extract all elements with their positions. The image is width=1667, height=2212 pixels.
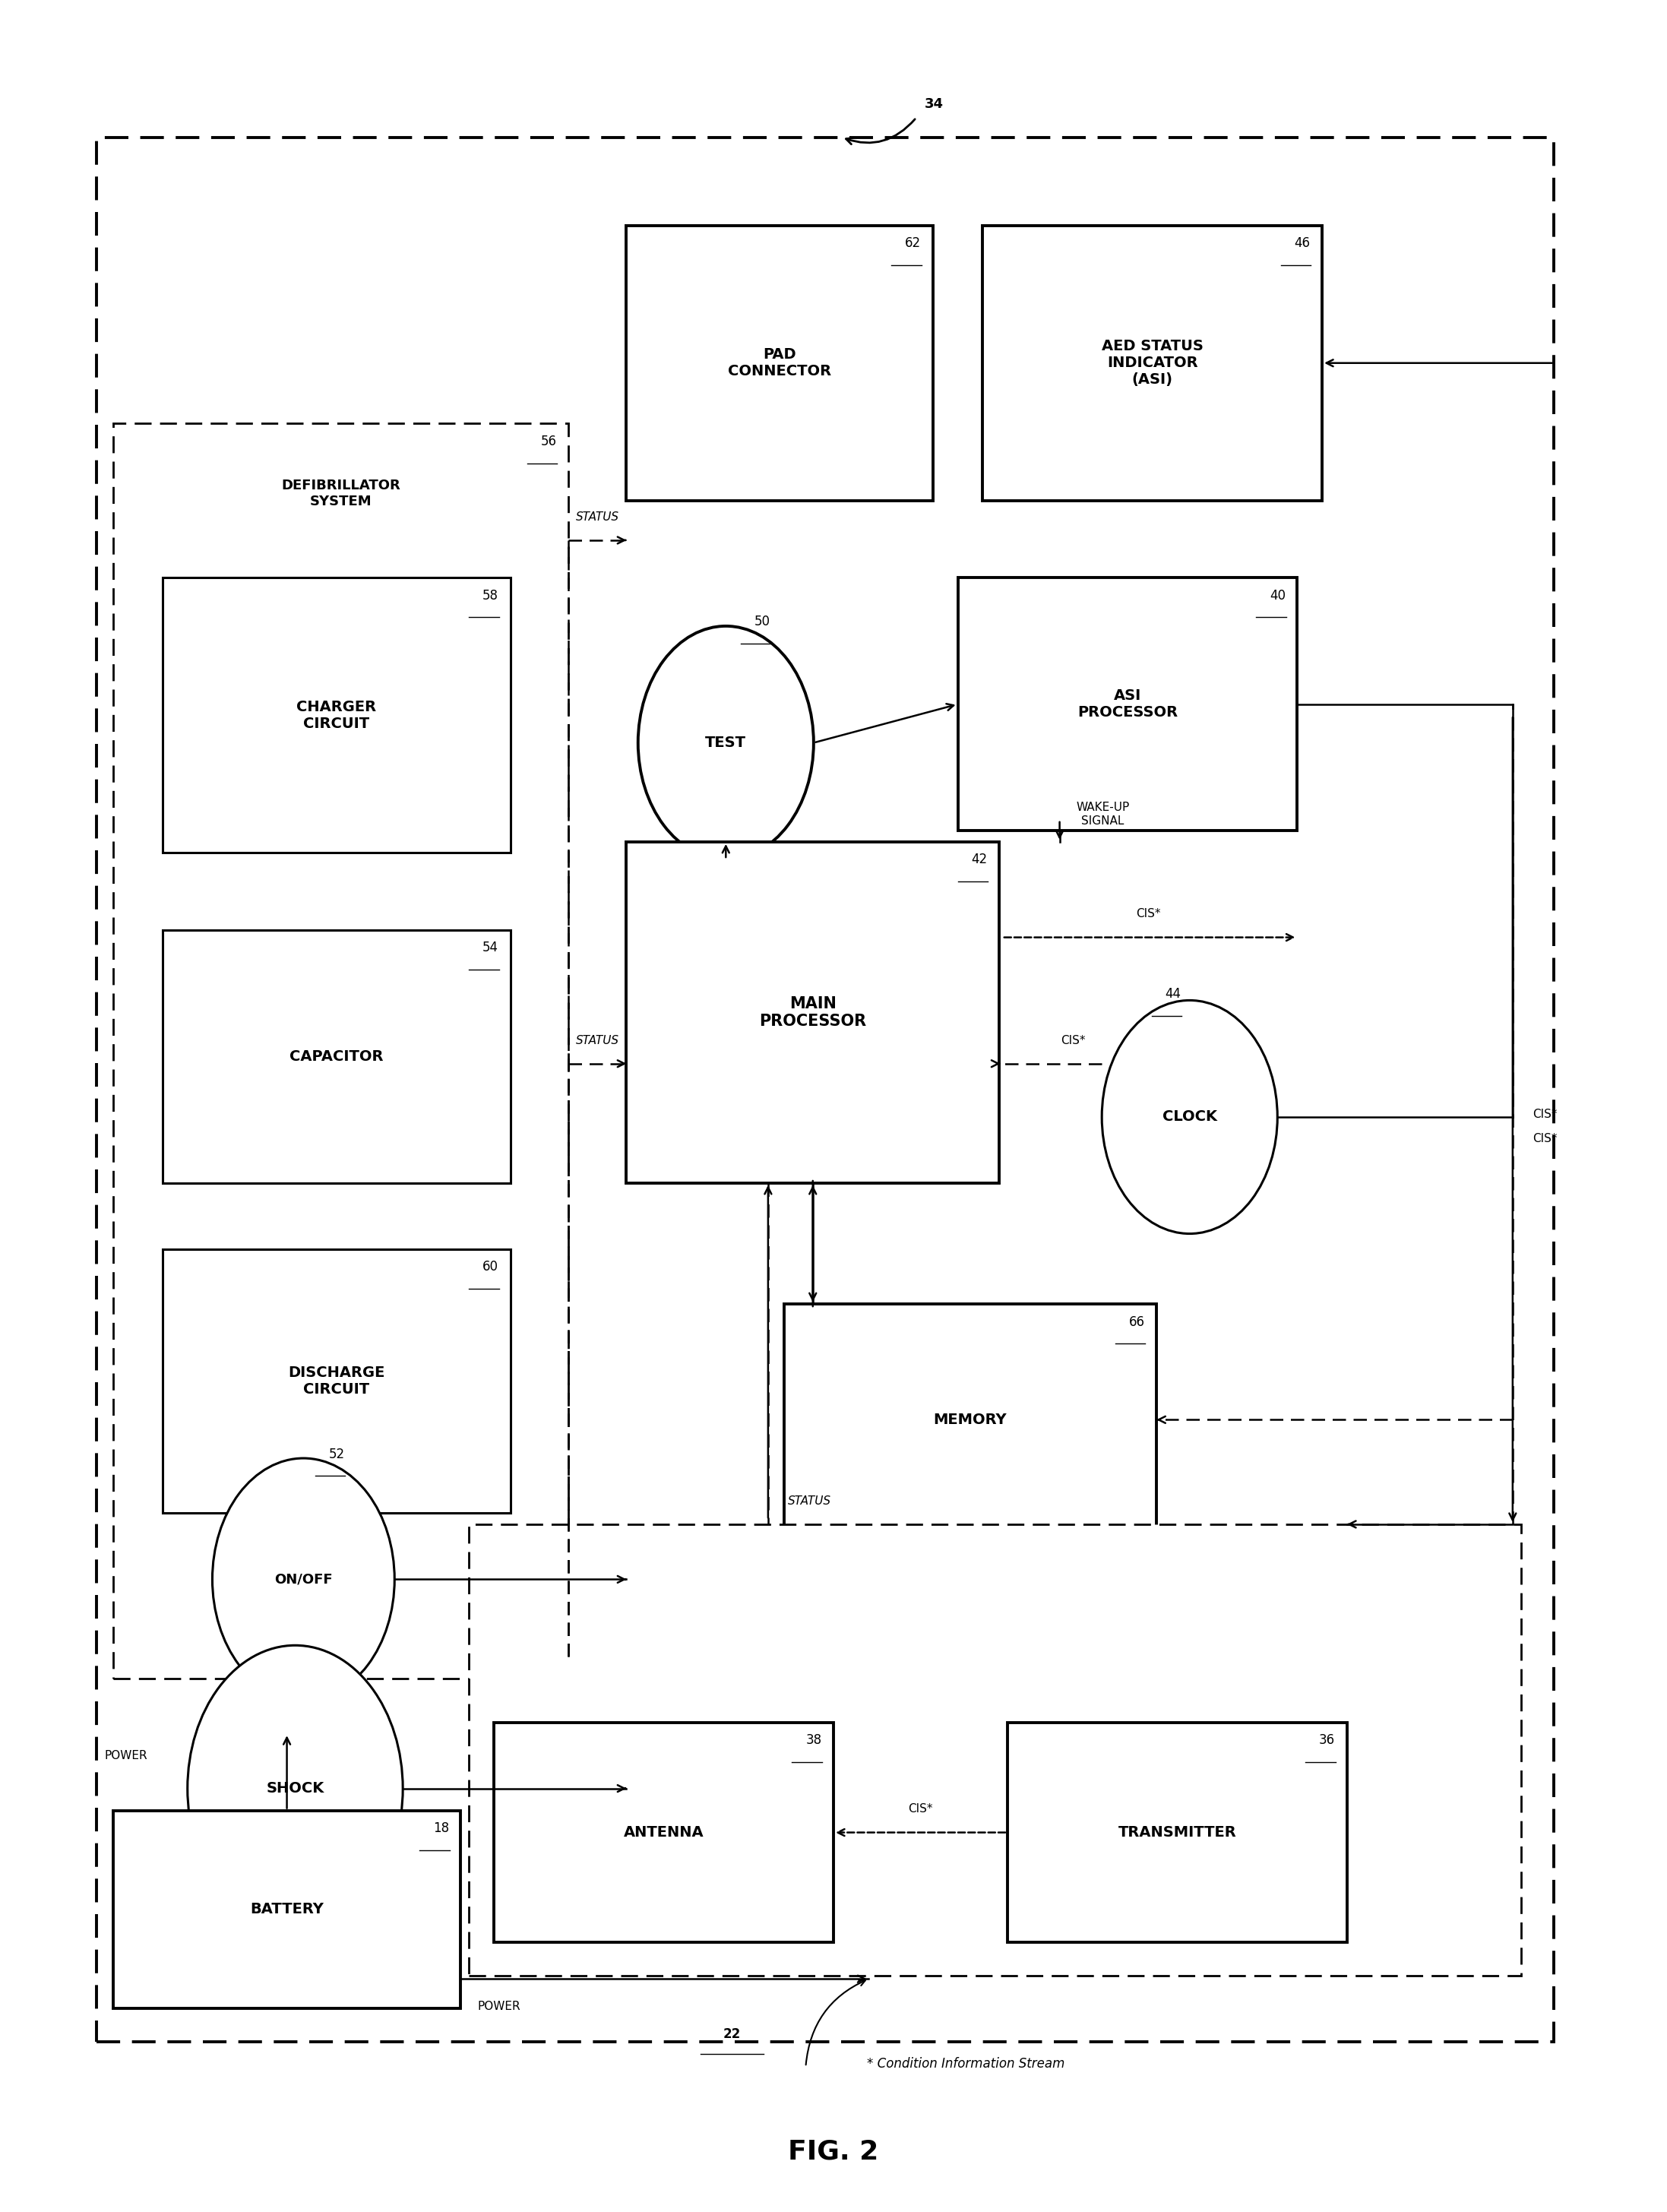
Bar (627, 843, 999, 1183)
Text: 56: 56 (540, 434, 557, 449)
Text: 58: 58 (483, 588, 498, 602)
Text: TEST: TEST (705, 737, 747, 750)
Circle shape (638, 626, 813, 860)
Text: STATUS: STATUS (788, 1495, 832, 1506)
Text: CIS*: CIS* (909, 1803, 934, 1814)
Text: POWER: POWER (477, 2002, 520, 2013)
Text: 44: 44 (1165, 987, 1180, 1000)
Text: BATTERY: BATTERY (250, 1902, 323, 1918)
Bar (468, 1524, 1520, 1975)
Text: WAKE-UP
SIGNAL: WAKE-UP SIGNAL (1077, 803, 1130, 827)
Text: STATUS: STATUS (575, 1035, 618, 1046)
Text: CLOCK: CLOCK (1162, 1110, 1217, 1124)
Text: 36: 36 (1319, 1734, 1335, 1747)
Text: 18: 18 (433, 1820, 448, 1836)
Text: CHARGER
CIRCUIT: CHARGER CIRCUIT (297, 699, 377, 730)
Bar (1007, 1723, 1347, 1942)
Text: FIG. 2: FIG. 2 (788, 2139, 879, 2166)
Circle shape (212, 1458, 395, 1701)
Text: 60: 60 (483, 1261, 498, 1274)
Text: ASI
PROCESSOR: ASI PROCESSOR (1077, 688, 1177, 719)
Text: STATUS: STATUS (575, 511, 618, 522)
Text: 34: 34 (925, 97, 944, 111)
Text: 62: 62 (905, 237, 922, 250)
Text: ON/OFF: ON/OFF (275, 1573, 332, 1586)
Text: PAD
CONNECTOR: PAD CONNECTOR (728, 347, 832, 378)
Text: CIS*: CIS* (1532, 1133, 1557, 1146)
Text: MAIN
PROCESSOR: MAIN PROCESSOR (758, 995, 867, 1029)
Bar (113, 1809, 460, 2008)
Text: 22: 22 (723, 2028, 740, 2042)
Text: TRANSMITTER: TRANSMITTER (1119, 1825, 1237, 1840)
Bar (113, 422, 568, 1679)
Circle shape (1102, 1000, 1277, 1234)
Bar (959, 577, 1297, 832)
Text: ANTENNA: ANTENNA (623, 1825, 703, 1840)
Bar (163, 577, 510, 854)
Bar (97, 137, 1554, 2042)
Text: CIS*: CIS* (1532, 1108, 1557, 1119)
Text: DEFIBRILLATOR
SYSTEM: DEFIBRILLATOR SYSTEM (282, 478, 400, 509)
Text: 38: 38 (805, 1734, 822, 1747)
Bar (627, 226, 934, 500)
Text: CAPACITOR: CAPACITOR (290, 1048, 383, 1064)
Bar (783, 1305, 1157, 1535)
Bar (163, 929, 510, 1183)
Text: * Condition Information Stream: * Condition Information Stream (867, 2057, 1065, 2070)
Text: 46: 46 (1294, 237, 1310, 250)
Text: CIS*: CIS* (1060, 1035, 1085, 1046)
Text: DISCHARGE
CIRCUIT: DISCHARGE CIRCUIT (288, 1365, 385, 1396)
Text: SHOCK: SHOCK (267, 1781, 323, 1796)
Bar (493, 1723, 834, 1942)
Text: CIS*: CIS* (1135, 909, 1160, 920)
Bar (982, 226, 1322, 500)
Text: 52: 52 (328, 1447, 345, 1460)
Text: 40: 40 (1270, 588, 1285, 602)
Text: 50: 50 (753, 615, 770, 628)
Text: 66: 66 (1129, 1316, 1145, 1329)
Text: AED STATUS
INDICATOR
(ASI): AED STATUS INDICATOR (ASI) (1102, 338, 1204, 387)
Text: POWER: POWER (105, 1750, 148, 1761)
Text: 42: 42 (972, 854, 987, 867)
Bar (163, 1250, 510, 1513)
Text: MEMORY: MEMORY (934, 1413, 1007, 1427)
Text: 54: 54 (483, 940, 498, 956)
Circle shape (187, 1646, 403, 1931)
